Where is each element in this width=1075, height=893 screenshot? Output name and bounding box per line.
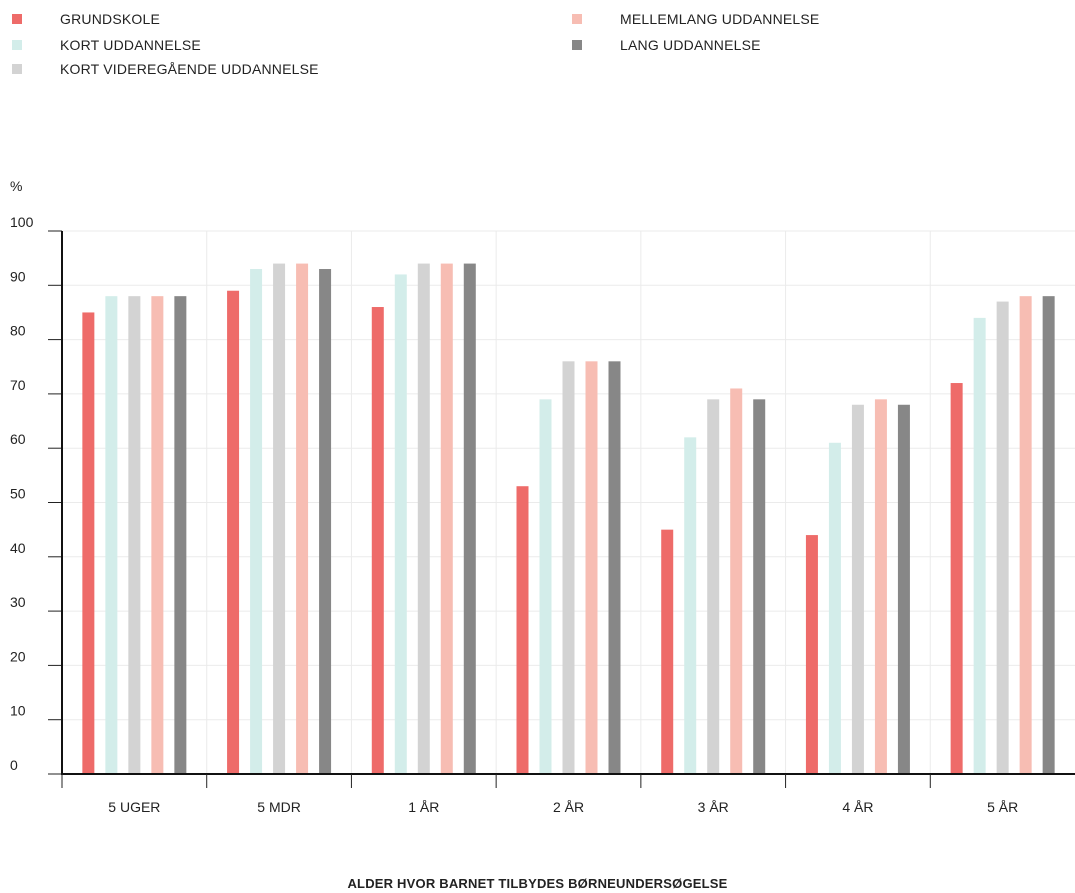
bar bbox=[440, 263, 453, 774]
legend-item-mellemlang-uddannelse: MELLEMLANG UDDANNELSE bbox=[560, 11, 819, 27]
x-axis-label: ALDER HVOR BARNET TILBYDES BØRNEUNDERSØG… bbox=[347, 876, 728, 891]
legend-label: GRUNDSKOLE bbox=[60, 11, 161, 27]
bar bbox=[128, 296, 141, 774]
bar bbox=[174, 296, 187, 774]
y-tick-label: 0 bbox=[10, 757, 18, 773]
bar bbox=[707, 399, 720, 774]
bar bbox=[996, 301, 1009, 774]
y-tick-label: 30 bbox=[10, 594, 26, 610]
y-tick-label: 40 bbox=[10, 540, 26, 556]
bar bbox=[1019, 296, 1032, 774]
x-tick-label: 4 ÅR bbox=[842, 799, 873, 815]
bar bbox=[950, 383, 963, 774]
x-tick-label: 5 ÅR bbox=[987, 799, 1018, 815]
bar bbox=[562, 361, 575, 774]
bar bbox=[82, 312, 95, 774]
x-tick-label: 5 MDR bbox=[257, 799, 301, 815]
y-axis-label: % bbox=[10, 178, 23, 194]
bar bbox=[608, 361, 621, 774]
x-tick-label: 1 ÅR bbox=[408, 799, 439, 815]
legend-item-kort-uddannelse: KORT UDDANNELSE bbox=[0, 37, 201, 53]
bar bbox=[973, 317, 986, 774]
bar bbox=[851, 404, 864, 774]
bar bbox=[730, 388, 743, 774]
x-tick-label: 2 ÅR bbox=[553, 799, 584, 815]
y-tick-label: 90 bbox=[10, 268, 26, 284]
chart-legend: GRUNDSKOLE KORT UDDANNELSE KORT VIDEREGÅ… bbox=[0, 0, 1075, 90]
bar bbox=[828, 442, 841, 774]
bar bbox=[874, 399, 887, 774]
bar bbox=[105, 296, 118, 774]
bar bbox=[250, 269, 263, 774]
y-tick-label: 70 bbox=[10, 377, 26, 393]
y-tick-label: 80 bbox=[10, 323, 26, 339]
legend-label: KORT UDDANNELSE bbox=[60, 37, 201, 53]
bar bbox=[539, 399, 552, 774]
legend-item-grundskole: GRUNDSKOLE bbox=[0, 11, 160, 27]
y-tick-label: 60 bbox=[10, 431, 26, 447]
x-tick-label: 3 ÅR bbox=[698, 799, 729, 815]
x-tick-label: 5 UGER bbox=[108, 799, 160, 815]
bar bbox=[417, 263, 430, 774]
bar bbox=[1042, 296, 1055, 774]
bar bbox=[463, 263, 476, 774]
bar bbox=[319, 269, 332, 774]
bar bbox=[661, 529, 674, 774]
bar bbox=[394, 274, 407, 774]
legend-swatch bbox=[12, 14, 22, 24]
bar bbox=[296, 263, 309, 774]
y-tick-label: 50 bbox=[10, 486, 26, 502]
bar bbox=[897, 404, 910, 774]
bar bbox=[684, 437, 697, 774]
legend-swatch bbox=[572, 14, 582, 24]
legend-label: MELLEMLANG UDDANNELSE bbox=[620, 11, 820, 27]
legend-label: LANG UDDANNELSE bbox=[620, 37, 761, 53]
y-tick-label: 20 bbox=[10, 648, 26, 664]
legend-swatch bbox=[572, 40, 582, 50]
legend-item-lang-uddannelse: LANG UDDANNELSE bbox=[560, 37, 761, 53]
y-tick-label: 100 bbox=[10, 214, 34, 230]
legend-swatch bbox=[12, 64, 22, 74]
legend-swatch bbox=[12, 40, 22, 50]
bar bbox=[371, 307, 384, 774]
bar bbox=[273, 263, 286, 774]
y-tick-label: 10 bbox=[10, 703, 26, 719]
bar bbox=[753, 399, 766, 774]
bar bbox=[151, 296, 164, 774]
legend-item-kort-videregaaende: KORT VIDEREGÅENDE UDDANNELSE bbox=[0, 61, 319, 77]
legend-label: KORT VIDEREGÅENDE UDDANNELSE bbox=[60, 61, 319, 77]
bar bbox=[585, 361, 598, 774]
bar bbox=[516, 486, 529, 774]
bar bbox=[805, 535, 818, 774]
bar bbox=[227, 290, 240, 774]
